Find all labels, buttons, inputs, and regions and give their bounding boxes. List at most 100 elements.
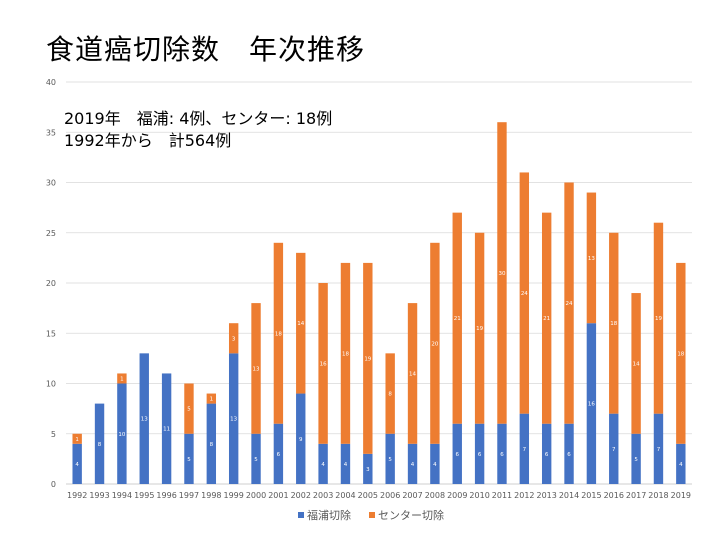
y-tick-label: 0 [51,480,56,489]
data-label: 1 [120,376,124,382]
data-label: 4 [344,462,348,468]
x-tick-label: 2000 [246,491,266,500]
bar-fukuura [363,453,373,484]
data-label: 10 [118,432,125,438]
data-label: 1 [75,437,79,443]
bar-fukuura [519,413,530,484]
x-tick-label: 1999 [223,491,243,500]
x-tick-label: 2016 [604,491,624,500]
data-label: 19 [476,326,483,332]
bar-fukuura [273,423,284,484]
bar-center [653,222,664,414]
bar-fukuura [318,443,328,484]
bar-center [430,242,440,444]
bar-fukuura [139,353,149,484]
bar-center [609,232,619,414]
x-tick-label: 1993 [89,491,109,500]
bar-center [228,323,239,354]
annotation-total: 1992年から 計564例 [64,131,232,150]
data-label: 5 [634,457,638,463]
bar-fukuura [228,353,239,484]
y-tick-label: 25 [46,229,56,238]
data-label: 9 [299,437,303,443]
bar-center [631,293,641,434]
y-tick-label: 30 [46,179,56,188]
x-tick-label: 1995 [134,491,154,500]
bar-fukuura [564,423,574,484]
data-label: 24 [521,291,528,297]
bar-fukuura [609,413,619,484]
x-tick-label: 2003 [313,491,333,500]
bar-center [72,433,82,444]
data-label: 13 [230,417,237,423]
bar-center [541,212,552,424]
bar-center [206,393,217,404]
data-label: 7 [657,447,661,453]
data-label: 7 [612,447,616,453]
data-label: 1 [210,397,214,403]
legend-label: 福浦切除 [307,508,351,522]
legend: 福浦切除 センター切除 [298,508,444,522]
bar-center [474,232,485,424]
slide-title: 食道癌切除数 年次推移 [46,33,366,66]
x-tick-label: 2006 [380,491,400,500]
bar-fukuura [541,423,552,484]
data-label: 6 [500,452,504,458]
data-label: 13 [588,256,595,262]
data-label: 4 [679,462,683,468]
bar-center [586,192,597,324]
data-label: 4 [411,462,415,468]
data-label: 7 [523,447,527,453]
data-labels: 4181011311558113351361891441641831958414… [75,256,684,473]
data-label: 20 [431,341,438,347]
data-label: 3 [366,467,370,473]
legend-swatch [298,512,304,518]
data-label: 5 [187,457,191,463]
bar-fukuura [184,433,194,484]
data-label: 18 [342,351,349,357]
data-label: 6 [277,452,281,458]
x-tick-label: 2018 [648,491,668,500]
bar-fukuura [631,433,641,484]
data-label: 5 [388,457,392,463]
bar-center [340,262,351,444]
x-tick-label: 1996 [156,491,176,500]
x-tick-label: 2011 [492,491,512,500]
bar-fukuura [251,433,261,484]
y-tick-label: 35 [46,128,56,137]
data-label: 14 [297,321,304,327]
bar-center [184,383,194,434]
data-label: 8 [388,392,392,398]
data-label: 21 [454,316,461,322]
data-label: 14 [633,361,640,367]
data-label: 19 [655,316,662,322]
x-tick-label: 2019 [671,491,691,500]
data-label: 30 [498,271,505,277]
x-tick-label: 2005 [358,491,378,500]
data-label: 11 [163,427,170,433]
x-tick-label: 2002 [291,491,311,500]
x-tick-label: 2017 [626,491,646,500]
data-label: 6 [545,452,549,458]
data-label: 18 [275,331,282,337]
y-tick-label: 5 [51,430,56,439]
data-label: 18 [677,351,684,357]
bar-center [385,353,395,434]
bar-fukuura [340,443,351,484]
data-label: 5 [254,457,258,463]
annotation-2019: 2019年 福浦: 4例、センター: 18例 [64,109,333,128]
bar-center [318,283,328,444]
data-label: 8 [210,442,214,448]
data-label: 13 [141,417,148,423]
bar-fukuura [161,373,172,484]
data-label: 16 [588,402,595,408]
data-label: 6 [567,452,571,458]
x-tick-label: 2004 [335,491,355,500]
data-label: 3 [232,336,236,342]
legend-label: センター切除 [378,508,444,522]
bar-center [296,252,306,394]
data-label: 13 [253,366,260,372]
data-label: 24 [566,301,573,307]
bar-fukuura [452,423,462,484]
